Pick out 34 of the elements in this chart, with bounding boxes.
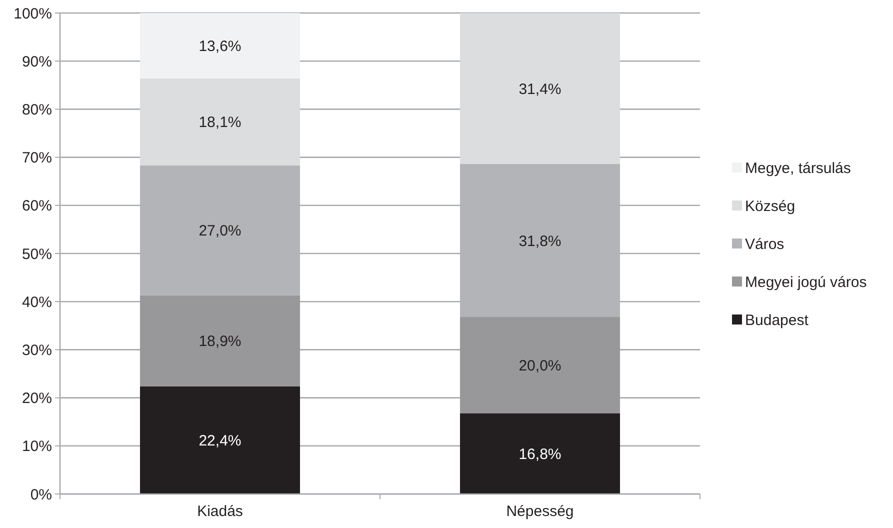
y-tick-label: 100% (14, 5, 52, 22)
y-tick-label: 50% (22, 246, 52, 263)
y-tick-label: 10% (22, 438, 52, 456)
data-label: 27,0% (198, 222, 242, 240)
x-tick-label: Népesség (506, 503, 574, 520)
y-tick-label: 40% (22, 294, 52, 311)
legend-label: Megyei jogú város (745, 274, 867, 291)
data-label: 18,1% (198, 114, 242, 132)
legend-label: Budapest (745, 312, 810, 329)
y-tick-label: 80% (22, 101, 52, 118)
legend-label: Város (745, 236, 784, 253)
bar (460, 13, 620, 164)
bar (140, 13, 300, 78)
data-label: 31,8% (518, 232, 562, 250)
y-tick-label: 70% (22, 150, 52, 167)
legend-label: Megye, társulás (745, 160, 851, 177)
y-tick-label: 90% (22, 53, 52, 70)
data-label: 22,4% (198, 432, 242, 450)
y-tick-label: 30% (22, 342, 52, 359)
bar (460, 316, 620, 414)
legend-label: Község (745, 198, 796, 215)
y-tick-label: 0% (30, 486, 52, 504)
bar (140, 78, 300, 166)
data-label: 18,9% (198, 333, 242, 350)
data-label: 20,0% (518, 357, 562, 374)
x-tick-label: Kiadás (197, 503, 243, 520)
bar (140, 386, 300, 494)
data-label: 16,8% (518, 446, 562, 463)
bar (140, 295, 300, 386)
data-label: 13,6% (198, 38, 242, 55)
y-tick-label: 20% (22, 390, 52, 408)
bar (460, 413, 620, 494)
data-label: 31,4% (518, 80, 562, 98)
y-tick-label: 60% (22, 198, 52, 215)
